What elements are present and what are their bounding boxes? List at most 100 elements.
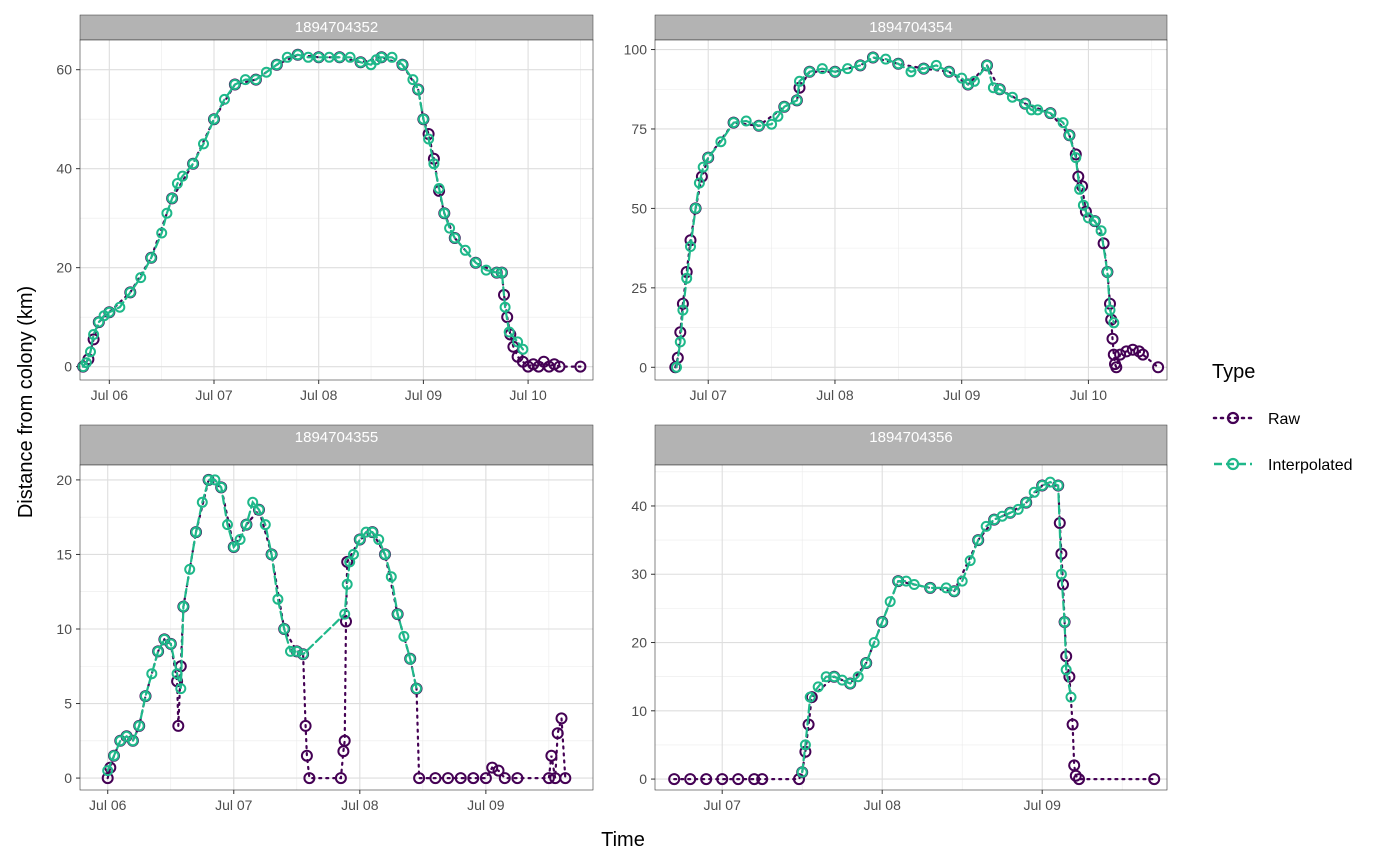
facet-title: 1894704352 (295, 19, 378, 36)
data-point-raw (756, 773, 769, 786)
x-axis-title: Time (601, 829, 645, 851)
x-tick-label: Jul 08 (341, 797, 379, 813)
legend-entry-raw: Raw (1212, 411, 1300, 428)
data-point-interpolated (398, 630, 410, 642)
data-point-raw (454, 772, 467, 785)
x-tick-label: Jul 08 (816, 387, 854, 403)
data-point-raw (341, 555, 354, 568)
data-point-raw (748, 773, 761, 786)
data-point-interpolated (459, 244, 471, 256)
data-point-interpolated (397, 59, 408, 71)
data-point-interpolated (503, 326, 515, 338)
facet-panel-1: 1894704352 0 20 40 60 Jul 06 Jul 07 Jul 08 Jul 0… (56, 14, 594, 403)
data-point-raw (467, 772, 480, 785)
data-point-interpolated (1108, 317, 1120, 329)
data-point-interpolated (171, 178, 183, 189)
data-point-interpolated (234, 534, 246, 545)
data-point-interpolated (804, 691, 816, 703)
data-point-interpolated (285, 645, 296, 657)
data-point-interpolated (198, 138, 209, 150)
data-point-interpolated (702, 152, 714, 164)
data-point-raw (551, 727, 564, 740)
data-point-interpolated (93, 316, 105, 328)
data-point-interpolated (1063, 129, 1075, 141)
panel-border (79, 39, 594, 381)
data-point-interpolated (376, 51, 387, 63)
data-point-interpolated (228, 541, 240, 553)
data-point-interpolated (772, 110, 784, 122)
x-tick-label: Jul 06 (89, 797, 127, 813)
data-point-interpolated (1019, 98, 1031, 110)
data-point-interpolated (681, 272, 693, 284)
data-point-raw (559, 772, 572, 785)
data-point-interpolated (247, 496, 259, 508)
facet-panel-3: 1894704355 0 5 10 15 20 Jul 06 Jul 07 Jul 08 Jul … (56, 424, 594, 813)
data-point-interpolated (854, 59, 866, 71)
facet-strip (654, 424, 1168, 466)
y-tick-label: 0 (639, 771, 647, 787)
data-point-raw (486, 761, 499, 774)
data-point-interpolated (677, 304, 689, 316)
data-point-interpolated (313, 51, 325, 63)
data-point-interpolated (816, 63, 828, 75)
data-point-interpolated (145, 252, 157, 264)
data-point-raw (492, 764, 505, 777)
data-point-interpolated (133, 720, 145, 732)
data-point-interpolated (260, 66, 272, 78)
data-point-interpolated (103, 306, 115, 318)
data-point-interpolated (930, 59, 942, 71)
data-point-raw (1097, 237, 1110, 250)
y-tick-label: 30 (631, 566, 647, 582)
data-point-interpolated (88, 329, 100, 340)
data-point-raw (555, 712, 568, 725)
data-point-interpolated (219, 93, 230, 105)
data-point-interpolated (972, 534, 984, 546)
data-point-raw (299, 719, 312, 732)
data-point-interpolated (386, 51, 398, 63)
data-point-interpolated (1055, 568, 1067, 580)
data-point-interpolated (491, 267, 503, 279)
data-point-raw (684, 773, 697, 786)
data-point-interpolated (341, 578, 353, 590)
facet-title: 1894704356 (869, 429, 952, 446)
y-tick-label: 40 (631, 498, 647, 514)
data-point-interpolated (867, 52, 879, 63)
data-point-interpolated (956, 72, 968, 84)
data-point-interpolated (177, 170, 189, 182)
data-point-interpolated (1012, 503, 1024, 515)
data-point-interpolated (146, 668, 158, 680)
data-point-raw (87, 333, 100, 346)
y-tick-label: 15 (56, 546, 72, 562)
data-point-interpolated (240, 519, 252, 531)
data-point-interpolated (114, 301, 126, 313)
panel-background (655, 465, 1167, 790)
data-point-interpolated (215, 481, 227, 493)
data-point-interpolated (1057, 117, 1069, 129)
data-point-interpolated (417, 113, 429, 125)
data-point-raw (511, 772, 524, 785)
data-point-interpolated (812, 681, 824, 693)
data-point-interpolated (222, 519, 233, 531)
data-point-interpolated (407, 74, 419, 86)
y-tick-label: 10 (631, 703, 647, 719)
data-point-interpolated (796, 766, 808, 778)
data-point-interpolated (253, 504, 265, 516)
series-line-raw (106, 478, 567, 780)
data-point-interpolated (1074, 183, 1086, 195)
y-tick-label: 20 (56, 472, 72, 488)
data-point-interpolated (844, 678, 856, 689)
data-point-interpolated (379, 548, 391, 560)
data-point-interpolated (987, 82, 999, 94)
data-point-interpolated (697, 161, 709, 173)
panel-border (654, 464, 1168, 791)
data-point-interpolated (259, 519, 271, 531)
data-point-interpolated (278, 623, 290, 635)
data-point-raw (1114, 348, 1127, 361)
data-point-raw (574, 360, 587, 373)
data-point-interpolated (302, 51, 314, 63)
data-point-interpolated (80, 357, 92, 369)
x-tick-label: Jul 07 (215, 797, 253, 813)
y-tick-label: 5 (64, 696, 72, 712)
data-point-interpolated (1059, 616, 1071, 628)
data-point-interpolated (370, 54, 382, 66)
